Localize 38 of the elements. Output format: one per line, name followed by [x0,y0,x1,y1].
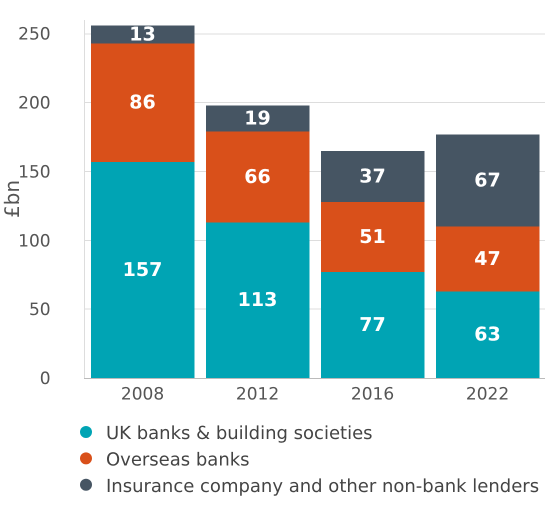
y-tick-label: 0 [40,368,51,389]
y-tick-label: 250 [18,24,51,45]
data-label: 19 [244,107,271,130]
y-tick-label: 200 [18,94,51,114]
legend-label: UK banks & building societies [106,423,373,444]
bar [206,105,310,132]
data-label: 113 [238,289,278,312]
data-label: 37 [359,165,386,188]
x-tick-label: 2008 [120,384,164,404]
y-axis-title: £bn [0,180,24,218]
data-label: 67 [474,169,501,192]
x-tick-label: 2016 [350,384,394,404]
bar [206,132,310,222]
legend-label: Overseas banks [106,449,250,470]
y-tick-label: 50 [28,300,51,320]
bar [436,134,540,227]
bar [436,226,540,292]
bar [320,272,424,378]
bar [320,150,424,202]
bar [436,291,540,378]
data-label: 86 [129,92,156,114]
data-label: 47 [474,248,501,270]
bar [90,162,194,378]
data-label: 66 [244,166,271,188]
bar [206,222,310,378]
bar [90,43,194,162]
bar [90,26,194,44]
legend-label: Insurance company and other non-bank lenders [106,476,540,497]
y-tick-label: 150 [18,162,51,182]
data-label: 63 [474,324,501,346]
data-label: 51 [359,226,386,248]
data-label: 13 [129,23,156,46]
x-tick-label: 2012 [236,384,280,404]
bar [320,202,424,272]
data-label: 77 [359,314,386,336]
y-tick-label: 100 [18,231,51,252]
data-label: 157 [122,258,162,281]
x-tick-label: 2022 [466,384,510,404]
